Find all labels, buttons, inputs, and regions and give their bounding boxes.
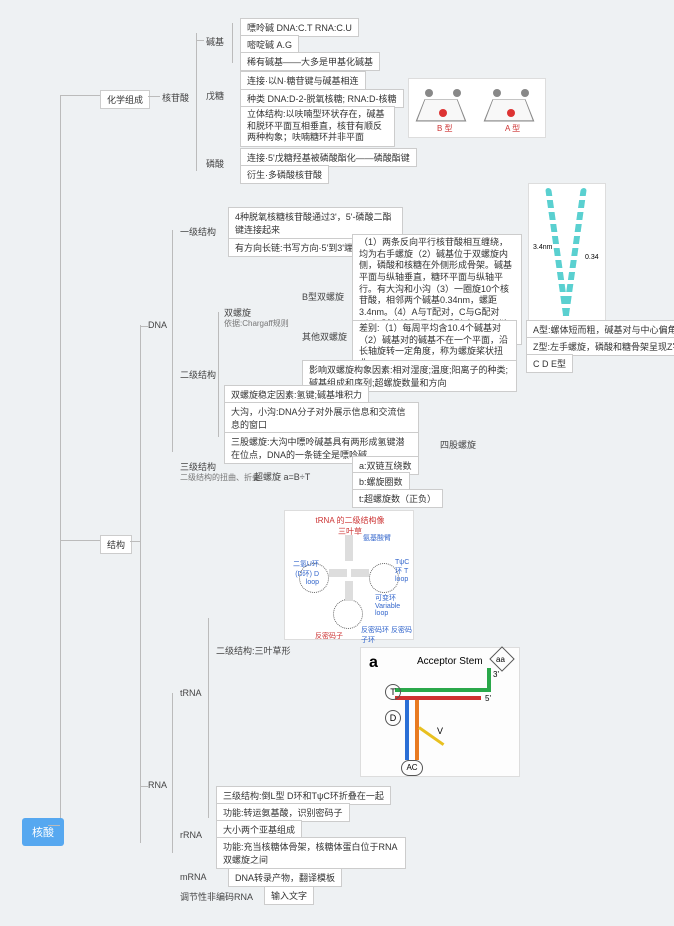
super-t: t:超螺旋数（正负） <box>352 489 443 508</box>
chem-node: 化学组成 <box>100 90 150 109</box>
cloverleaf-diagram: tRNA 的二级结构像三叶草 氨基酸臂 二氢U环 (D环) D loop TψC… <box>284 510 414 640</box>
sugar-conf: 立体结构:以呋喃型环状存在，碱基和脱环平面互相垂直，核苷有顺反两种构象；呋喃糖环… <box>240 106 395 147</box>
rrna-node: rRNA <box>180 830 202 840</box>
ncrna-node: 调节性非编码RNA <box>180 890 253 903</box>
base-node: 碱基 <box>206 35 224 48</box>
cde-type: C D E型 <box>526 354 573 373</box>
quad: 四股螺旋 <box>440 438 476 451</box>
nucleotide-node: 核苷酸 <box>162 91 189 104</box>
lvl1-node: 一级结构 <box>180 225 216 238</box>
helix-diagram: 3.4nm 0.34 <box>528 183 606 331</box>
lvl1-b: 有方向长链:书写方向·5'到3'端 <box>228 238 360 257</box>
acceptor-stem-diagram: a Acceptor Stem aa 3' 5' T D V AC <box>360 647 520 777</box>
dna-node: DNA <box>148 320 167 330</box>
phosphate-node: 磷酸 <box>206 157 224 170</box>
rna-node: RNA <box>148 780 167 790</box>
super-node: 超螺旋 a=B÷T <box>254 470 310 483</box>
groove: 大沟，小沟:DNA分子对外展示信息和交流信息的窗口 <box>224 402 419 434</box>
phosphate-deriv: 衍生·多磷酸核苷酸 <box>240 165 329 184</box>
trna-node: tRNA <box>180 688 202 698</box>
rrna-2: 功能:充当核糖体骨架，核糖体蛋白位于RNA双螺旋之间 <box>216 837 406 869</box>
mrna-node: mRNA <box>180 872 207 882</box>
sugar-link: 连接·以N·糖苷键与碱基相连 <box>240 71 366 90</box>
lvl2-node: 二级结构 <box>180 368 216 381</box>
double-sub: 依据:Chargaff规则 <box>224 318 289 329</box>
trna-2: 二级结构:三叶草形 <box>216 644 291 657</box>
root-node: 核酸 <box>22 818 64 846</box>
sugar-diagram: B 型 A 型 <box>408 78 546 138</box>
struct-node: 结构 <box>100 535 132 554</box>
b-type: B型双螺旋 <box>302 290 344 303</box>
sugar-node: 戊糖 <box>206 89 224 102</box>
lvl3-sub: 二级结构的扭曲、折叠 <box>180 472 260 483</box>
mrna-d: DNA转录产物，翻译模板 <box>228 868 342 887</box>
ncrna-d: 输入文字 <box>264 886 314 905</box>
base-rare: 稀有碱基——大多是甲基化碱基 <box>240 52 380 71</box>
other-helix: 其他双螺旋 <box>302 330 347 343</box>
